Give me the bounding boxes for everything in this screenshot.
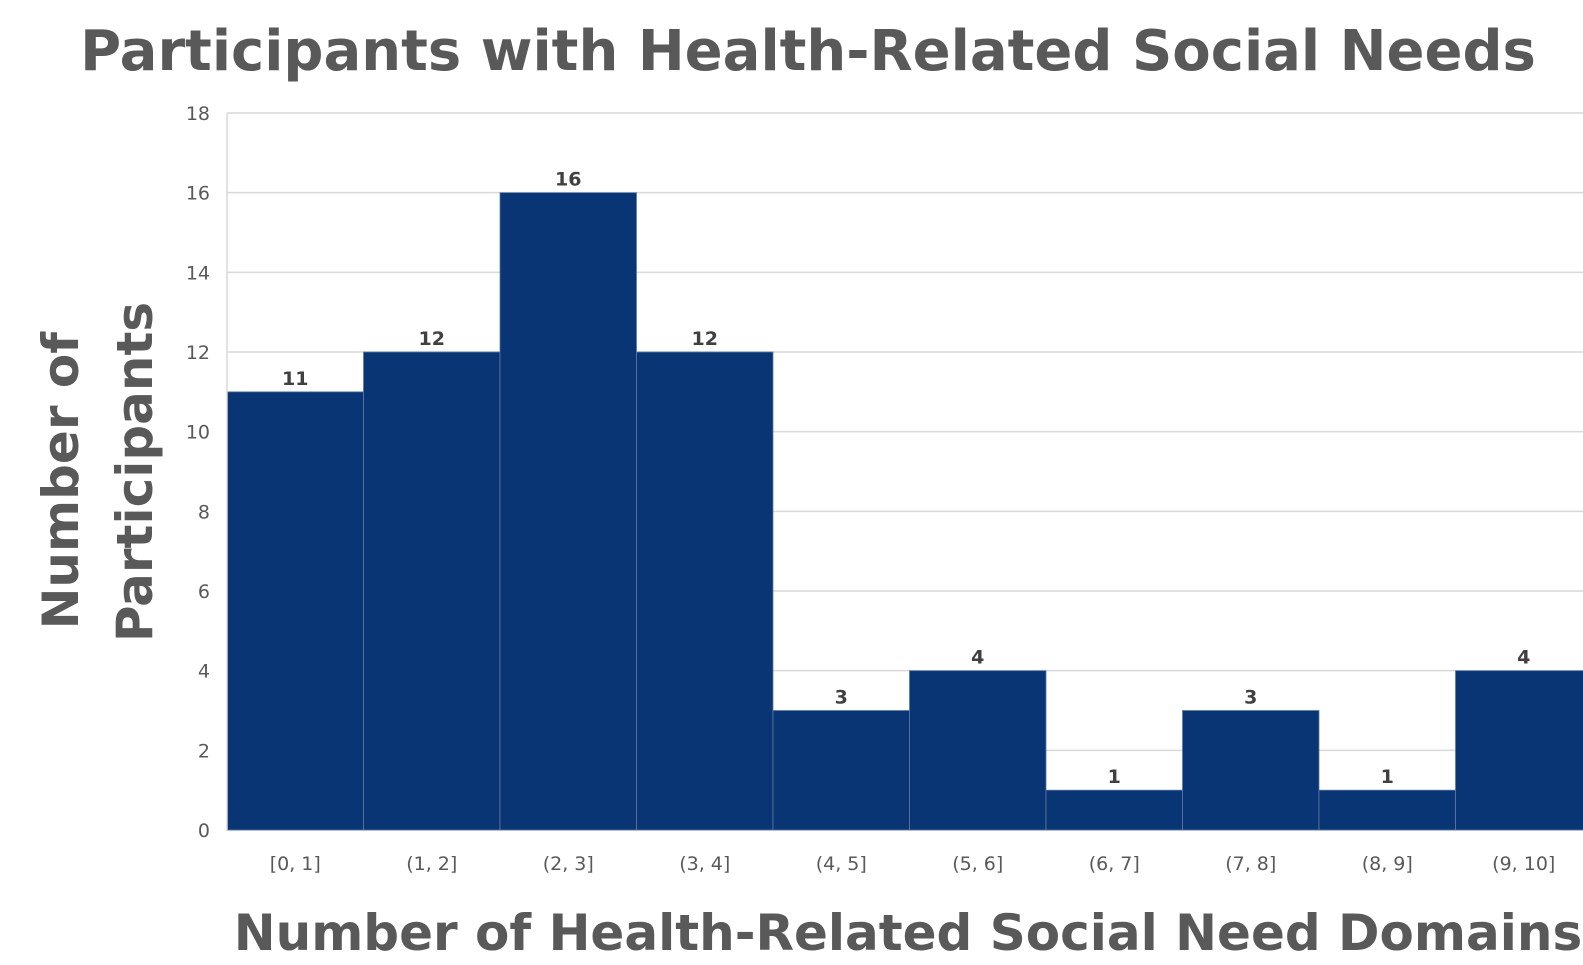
bar [636,351,774,831]
data-label: 3 [1244,687,1257,709]
y-tick-label: 18 [186,103,210,125]
x-axis-label: Number of Health-Related Social Need Dom… [234,904,1583,962]
x-tick-label: [0, 1] [270,853,321,875]
data-label: 12 [692,328,718,350]
y-tick-label: 0 [198,820,210,842]
data-label: 4 [1517,647,1530,669]
bar [1455,670,1583,831]
bar [1045,789,1183,831]
data-label: 11 [282,368,308,390]
y-tick-label: 8 [198,501,210,523]
data-label: 16 [555,169,581,191]
y-axis-ticks: 0 2 4 6 8 10 12 14 16 18 [186,103,210,842]
x-axis-ticks: [0, 1] (1, 2] (2, 3] (3, 4] (4, 5] (5, 6] (6, … [270,853,1556,875]
x-tick-label: (3, 4] [679,853,730,875]
bar [1182,710,1320,831]
data-label: 3 [835,687,848,709]
x-tick-label: (2, 3] [543,853,594,875]
data-label: 1 [1381,766,1394,788]
bar [499,192,637,831]
x-tick-label: (1, 2] [406,853,457,875]
bars [226,192,1583,831]
y-tick-label: 16 [186,183,210,205]
y-tick-label: 4 [198,661,210,683]
x-tick-label: (6, 7] [1089,853,1140,875]
bar [772,710,910,831]
chart-title: Participants with Health-Related Social … [80,19,1536,84]
y-tick-label: 12 [186,342,210,364]
x-tick-label: (8, 9] [1362,853,1413,875]
x-tick-label: (9, 10] [1492,853,1555,875]
y-axis-label-line-1: Number of [32,331,90,630]
x-tick-label: (7, 8] [1225,853,1276,875]
data-label: 1 [1108,766,1121,788]
x-tick-label: (5, 6] [952,853,1003,875]
data-label: 12 [419,328,445,350]
y-axis-label-line-2: Participants [106,302,164,642]
bar [909,670,1047,831]
data-labels: 11 12 16 12 3 4 1 3 1 4 [282,169,1530,789]
x-tick-label: (4, 5] [816,853,867,875]
y-axis-label: Number of Participants [32,302,164,642]
y-tick-label: 14 [186,262,210,284]
bar [363,351,501,831]
y-tick-label: 2 [198,740,210,762]
y-tick-label: 6 [198,581,210,603]
y-tick-label: 10 [186,422,210,444]
data-label: 4 [971,647,984,669]
bar [226,391,364,831]
bar [1318,789,1456,831]
